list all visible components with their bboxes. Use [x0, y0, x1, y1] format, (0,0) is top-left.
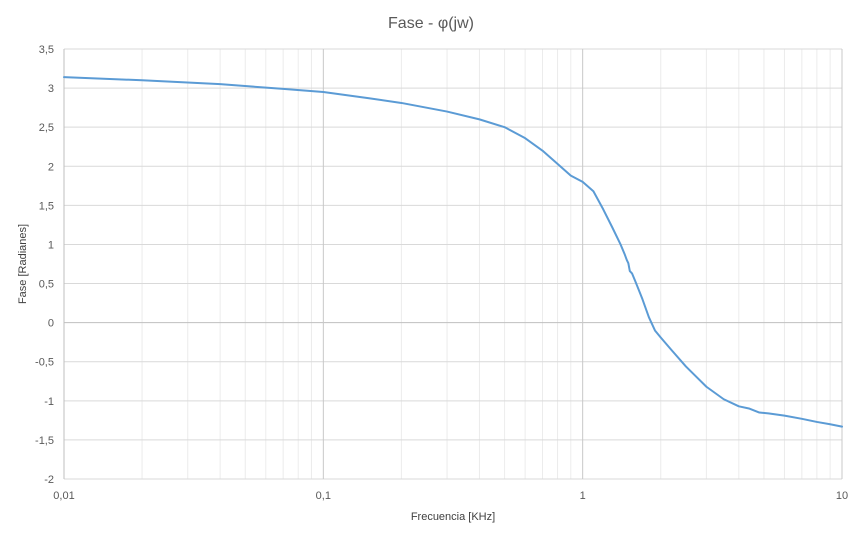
y-tick-label: -1: [44, 396, 54, 408]
y-tick-label: -2: [44, 474, 54, 486]
x-tick-label: 1: [580, 490, 586, 502]
chart-title: Fase - φ(jw): [388, 15, 474, 32]
x-axis-title: Frecuencia [KHz]: [411, 511, 495, 523]
minor-gridlines: [141, 49, 831, 479]
y-tick-label: 2: [48, 161, 54, 173]
y-tick-label: 1,5: [39, 200, 54, 212]
y-tick-label: 0,5: [39, 279, 54, 291]
y-tick-label: 2,5: [39, 122, 54, 134]
y-tick-label: -0,5: [35, 357, 54, 369]
phase-series-line: [63, 76, 843, 428]
y-tick-label: 0: [48, 318, 54, 330]
x-tick-label: 0,01: [53, 490, 74, 502]
y-tick-label: -1,5: [35, 435, 54, 447]
y-axis-title: Fase [Radianes]: [17, 224, 29, 304]
y-tick-label: 3: [48, 83, 54, 95]
y-axis-tick-labels: -2 -1,5 -1 -0,5 0 0,5 1 1,5 2 2,5 3 3,5: [35, 44, 54, 486]
y-tick-label: 1: [48, 239, 54, 251]
x-axis-tick-labels: 0,01 0,1 1 10: [53, 490, 848, 502]
major-gridlines: [63, 48, 843, 480]
x-tick-label: 10: [836, 490, 848, 502]
x-tick-label: 0,1: [316, 490, 331, 502]
y-tick-label: 3,5: [39, 44, 54, 56]
